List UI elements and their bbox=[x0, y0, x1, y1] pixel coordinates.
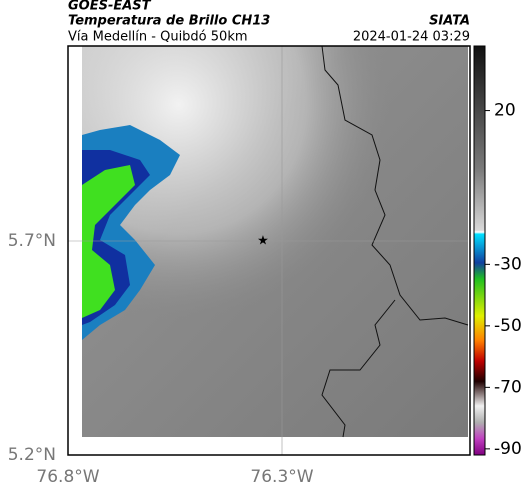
title-line: Temperatura de Brillo CH13 bbox=[68, 14, 270, 29]
lon-label: 76.8°W bbox=[36, 467, 99, 487]
datetime: 2024-01-24 03:29 bbox=[353, 30, 470, 45]
lat-label: 5.7°N bbox=[8, 231, 56, 251]
boundary bbox=[321, 299, 396, 438]
title-line: GOES-EAST bbox=[68, 0, 152, 14]
cloud-wisp bbox=[82, 46, 468, 437]
colorbar-ticks: 20 -30 -50 -70 -90 bbox=[485, 101, 522, 459]
cloud-coldest bbox=[82, 165, 135, 318]
map: ★ bbox=[67, 45, 471, 456]
colorbar-tick-label: 20 bbox=[494, 101, 516, 121]
boundary bbox=[321, 45, 469, 326]
colorbar bbox=[473, 45, 486, 456]
source: SIATA bbox=[429, 14, 470, 29]
map-frame bbox=[67, 45, 471, 456]
colorbar-tick-label: -50 bbox=[494, 316, 522, 336]
colorbar-tick-label: -30 bbox=[494, 254, 522, 274]
subtitle: Vía Medellín - Quibdó 50km bbox=[68, 30, 248, 45]
colorbar-tick-label: -70 bbox=[494, 377, 522, 397]
location-star: ★ bbox=[257, 234, 269, 249]
colorbar-tick-label: -90 bbox=[494, 439, 522, 459]
lon-label: 76.3°W bbox=[250, 467, 313, 487]
lat-label: 5.2°N bbox=[8, 445, 56, 465]
